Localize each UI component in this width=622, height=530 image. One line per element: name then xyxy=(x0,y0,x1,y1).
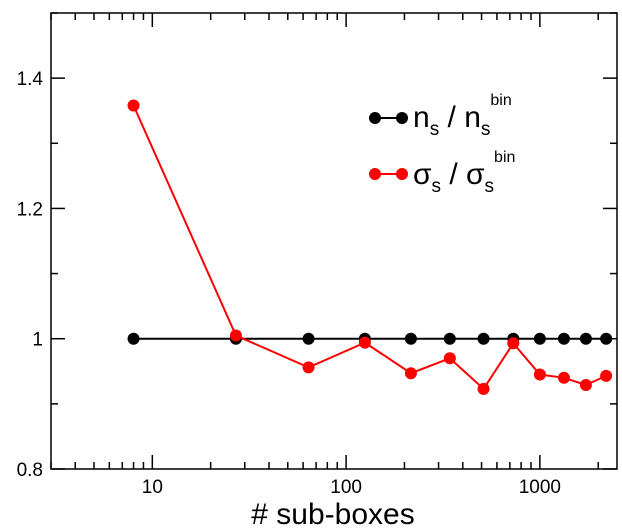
legend-n-sep: / xyxy=(439,101,464,134)
data-point xyxy=(507,337,520,350)
data-point xyxy=(533,332,546,345)
data-point xyxy=(404,367,417,380)
legend-n-sub2: s xyxy=(481,119,491,140)
data-point xyxy=(443,352,456,365)
legend-label-sigma: σs / σsbin xyxy=(413,149,515,197)
data-point xyxy=(533,368,546,381)
series-2 xyxy=(127,99,613,395)
legend-swatch-marker xyxy=(369,112,381,124)
legend-swatch-marker xyxy=(369,168,381,180)
x-tick-label: 100 xyxy=(330,477,362,498)
legend-item-n: ns / nsbin xyxy=(369,92,512,140)
x-tick-label: 1000 xyxy=(519,477,561,498)
data-point xyxy=(443,332,456,345)
legend-n-main2: n xyxy=(464,101,481,134)
legend-sigma-sub2: s xyxy=(485,176,495,197)
data-point xyxy=(557,332,570,345)
axis-ticks xyxy=(50,12,617,470)
legend-n-main: n xyxy=(413,101,430,134)
data-point xyxy=(229,329,242,342)
data-point xyxy=(477,382,490,395)
data-point xyxy=(557,371,570,384)
data-point xyxy=(358,336,371,349)
legend-item-sigma: σs / σsbin xyxy=(369,149,515,197)
data-point xyxy=(404,332,417,345)
y-tick-label: 1.2 xyxy=(17,199,43,220)
data-point xyxy=(302,332,315,345)
y-tick-label: 0.8 xyxy=(17,460,43,481)
legend-label-n: ns / nsbin xyxy=(413,92,512,140)
data-point xyxy=(600,332,613,345)
legend-n-sub: s xyxy=(430,119,440,140)
x-axis-title: # sub-boxes xyxy=(251,498,414,530)
legend-swatch-marker xyxy=(396,168,408,180)
data-point xyxy=(600,369,613,382)
x-tick-label: 10 xyxy=(142,477,163,498)
data-point xyxy=(579,378,592,391)
legend-sigma-main: σ xyxy=(413,158,432,191)
legend-sigma-sep: / xyxy=(441,158,466,191)
axis-tick-labels: 10 100 1000 0.8 1 1.2 1.4 xyxy=(17,69,561,498)
legend-swatch-marker xyxy=(396,112,408,124)
data-point xyxy=(579,332,592,345)
data-point xyxy=(302,361,315,374)
y-tick-label: 1 xyxy=(32,330,43,351)
data-point xyxy=(477,332,490,345)
legend: ns / nsbin σs / σsbin xyxy=(369,92,515,197)
data-point xyxy=(127,99,140,112)
legend-sigma-sub: s xyxy=(432,176,442,197)
y-tick-label: 1.4 xyxy=(17,69,44,90)
legend-n-sup2: bin xyxy=(490,92,511,109)
series-group xyxy=(127,99,613,395)
data-point xyxy=(127,332,140,345)
plot-frame xyxy=(50,12,618,470)
legend-sigma-main2: σ xyxy=(466,158,485,191)
series-line xyxy=(132,105,607,391)
legend-sigma-sup2: bin xyxy=(494,149,515,166)
